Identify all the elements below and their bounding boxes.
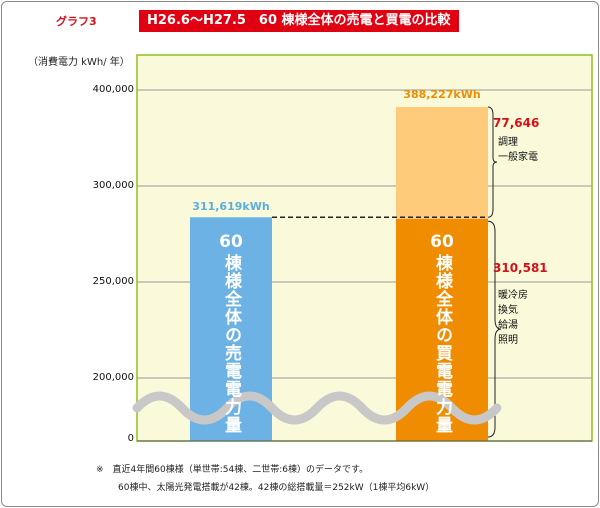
bar-value-label-buy: 388,227kWh [403,87,481,101]
graph-number: グラフ3 [56,15,97,28]
segment-value-top: 77,646 [493,116,540,130]
segment-desc-line: 照明 [498,335,518,346]
y-tick-label: 0 [127,433,134,444]
segment-value-bottom: 310,581 [493,261,548,275]
segment-desc-bottom: 暖冷房 換気 給湯 照明 [498,288,528,348]
bar-value-label-sell: 311,619kWh [192,200,270,214]
brace-top-segment [487,106,498,218]
brace-bottom-segment [487,220,502,438]
segment-desc-line: 給湯 [498,320,518,331]
segment-desc-line: 調理 [498,137,518,148]
bar-label-text-buy: 棟様全体の買電電力量 [432,254,452,434]
bar-label-number-sell: 60 [219,232,243,252]
y-tick-label: 200,000 [92,372,134,383]
segment-desc-line: 一般家電 [498,152,538,163]
y-tick-label: 400,000 [92,84,134,95]
segment-desc-top: 調理 一般家電 [498,135,538,165]
segment-desc-line: 換気 [498,305,518,316]
footnote-line: 60棟中、太陽光発電搭載が42棟。42棟の総搭載量＝252kW（1棟平均6kW） [118,483,435,493]
footnote-line: ※ 直近4年間60棟様（単世帯:54棟、二世帯:6棟）のデータです。 [96,465,369,475]
bar-label-text-sell: 棟様全体の売電電力量 [221,254,241,434]
bar-buy-segment-top [396,106,488,219]
y-tick-label: 300,000 [92,180,134,191]
y-tick-label: 250,000 [92,276,134,287]
axis-break-wave [132,391,502,425]
chart-title: H26.6～H27.5 60 棟様全体の売電と買電の比較 [139,10,459,32]
bar-label-number-buy: 60 [430,232,454,252]
y-axis-label: （消費電力 kWh/ 年） [28,57,130,68]
segment-desc-line: 暖冷房 [498,290,528,301]
